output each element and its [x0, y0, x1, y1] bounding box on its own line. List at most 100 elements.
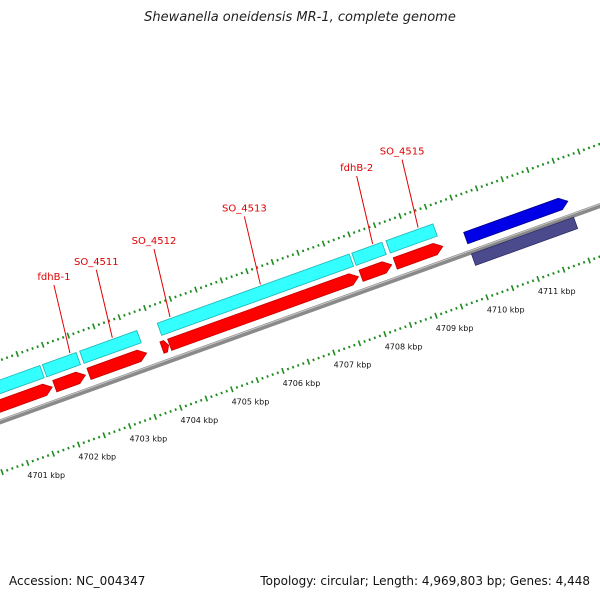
inner-tick-126 — [415, 322, 416, 324]
gene-label-so_4512[interactable]: SO_4512 — [132, 236, 177, 247]
outer-tick-77 — [129, 312, 130, 314]
gene-label-so_4515[interactable]: SO_4515 — [380, 147, 425, 158]
inner-tick-152 — [548, 274, 549, 276]
inner-tick-48 — [17, 465, 18, 467]
gene-label-so_4513[interactable]: SO_4513 — [222, 203, 267, 214]
kbp-label-11: 4711 kbp — [538, 287, 576, 296]
inner-tick-100 — [282, 368, 284, 374]
genome-map-canvas[interactable]: 4701 kbp4702 kbp4703 kbp4704 kbp4705 kbp… — [0, 0, 600, 600]
outer-tick-104 — [267, 263, 268, 265]
inner-tick-92 — [242, 385, 243, 387]
outer-tick-125 — [374, 222, 376, 228]
cds-arrow-7[interactable] — [359, 262, 392, 282]
outer-tick-152 — [512, 174, 513, 176]
outer-tick-59 — [37, 346, 38, 348]
inner-tick-52 — [37, 458, 38, 460]
outer-tick-141 — [456, 195, 457, 197]
inner-tick-63 — [94, 438, 95, 440]
inner-tick-90 — [231, 386, 233, 392]
inner-tick-87 — [216, 394, 217, 396]
inner-tick-160 — [588, 258, 590, 264]
inner-tick-151 — [543, 276, 544, 278]
outer-tick-62 — [53, 340, 54, 342]
inner-tick-80 — [180, 405, 182, 411]
outer-tick-120 — [348, 232, 350, 238]
inner-tick-91 — [237, 386, 238, 388]
outer-tick-68 — [83, 329, 84, 331]
inner-tick-133 — [451, 309, 452, 311]
cds-arrow-5[interactable] — [160, 341, 169, 354]
inner-tick-51 — [32, 460, 33, 462]
outer-tick-93 — [211, 283, 212, 285]
outer-tick-66 — [73, 333, 74, 335]
outer-tick-135 — [425, 204, 427, 210]
inner-tick-59 — [73, 445, 74, 447]
outer-tick-167 — [589, 147, 590, 149]
outer-tick-106 — [277, 259, 278, 261]
outer-tick-165 — [578, 149, 580, 155]
outer-tick-108 — [287, 255, 288, 257]
inner-tick-67 — [114, 431, 115, 433]
cds-arrow-2[interactable] — [0, 384, 52, 448]
inner-tick-119 — [379, 335, 380, 337]
inner-tick-110 — [333, 350, 335, 356]
outer-tick-64 — [63, 336, 64, 338]
outer-tick-109 — [292, 254, 293, 256]
outer-tick-131 — [405, 213, 406, 215]
outer-tick-98 — [236, 274, 237, 276]
inner-tick-114 — [354, 344, 355, 346]
outer-tick-144 — [471, 189, 472, 191]
inner-tick-77 — [165, 412, 166, 414]
gene-label-so_4511[interactable]: SO_4511 — [74, 257, 119, 268]
inner-tick-134 — [456, 307, 457, 309]
outer-tick-122 — [359, 230, 360, 232]
inner-tick-71 — [134, 423, 135, 425]
outer-tick-53 — [7, 357, 8, 359]
gene-label-fdhb-2[interactable]: fdhB-2 — [340, 163, 373, 174]
outer-tick-81 — [150, 305, 151, 307]
genome-map-viewer[interactable]: 4701 kbp 4702 kbp 4703 kbp 4704 kbp 4705 kbp… — [0, 0, 600, 600]
inner-tick-96 — [262, 377, 263, 379]
kbp-label-9: 4709 kbp — [436, 324, 474, 333]
inner-tick-69 — [124, 427, 125, 429]
gene-leader-line-2 — [54, 285, 70, 353]
inner-tick-148 — [528, 281, 529, 283]
inner-tick-111 — [339, 350, 340, 352]
inner-tick-94 — [252, 381, 253, 383]
outer-tick-69 — [88, 327, 89, 329]
inner-tick-108 — [323, 355, 324, 357]
outer-tick-164 — [573, 152, 574, 154]
inner-tick-106 — [313, 359, 314, 361]
inner-tick-135 — [461, 304, 463, 310]
inner-tick-141 — [492, 294, 493, 296]
inner-tick-85 — [205, 396, 207, 402]
outer-tick-147 — [486, 184, 487, 186]
outer-tick-150 — [501, 176, 503, 182]
inner-tick-140 — [486, 294, 488, 300]
outer-tick-87 — [180, 294, 181, 296]
outer-tick-140 — [450, 195, 452, 201]
genome-title: Shewanella oneidensis MR-1, complete gen… — [0, 10, 600, 25]
gene-leader-line-6 — [357, 176, 373, 244]
outer-tick-55 — [16, 351, 18, 357]
inner-tick-86 — [211, 396, 212, 398]
inner-tick-97 — [267, 375, 268, 377]
outer-tick-162 — [563, 156, 564, 158]
cds-arrow-3[interactable] — [53, 372, 86, 392]
outer-tick-92 — [206, 285, 207, 287]
outer-tick-89 — [190, 290, 191, 292]
inner-tick-109 — [328, 353, 329, 355]
inner-tick-123 — [400, 327, 401, 329]
gene-label-fdhb-1[interactable]: fdhB-1 — [37, 272, 70, 283]
outer-tick-57 — [27, 349, 28, 351]
inner-tick-143 — [502, 291, 503, 293]
inner-tick-138 — [476, 300, 477, 302]
outer-tick-139 — [446, 198, 447, 200]
outer-tick-153 — [517, 173, 518, 175]
outer-tick-130 — [399, 213, 401, 219]
outer-tick-61 — [47, 342, 48, 344]
inner-tick-82 — [191, 403, 192, 405]
outer-tick-107 — [282, 257, 283, 259]
outer-tick-149 — [497, 180, 498, 182]
inner-tick-147 — [522, 283, 523, 285]
